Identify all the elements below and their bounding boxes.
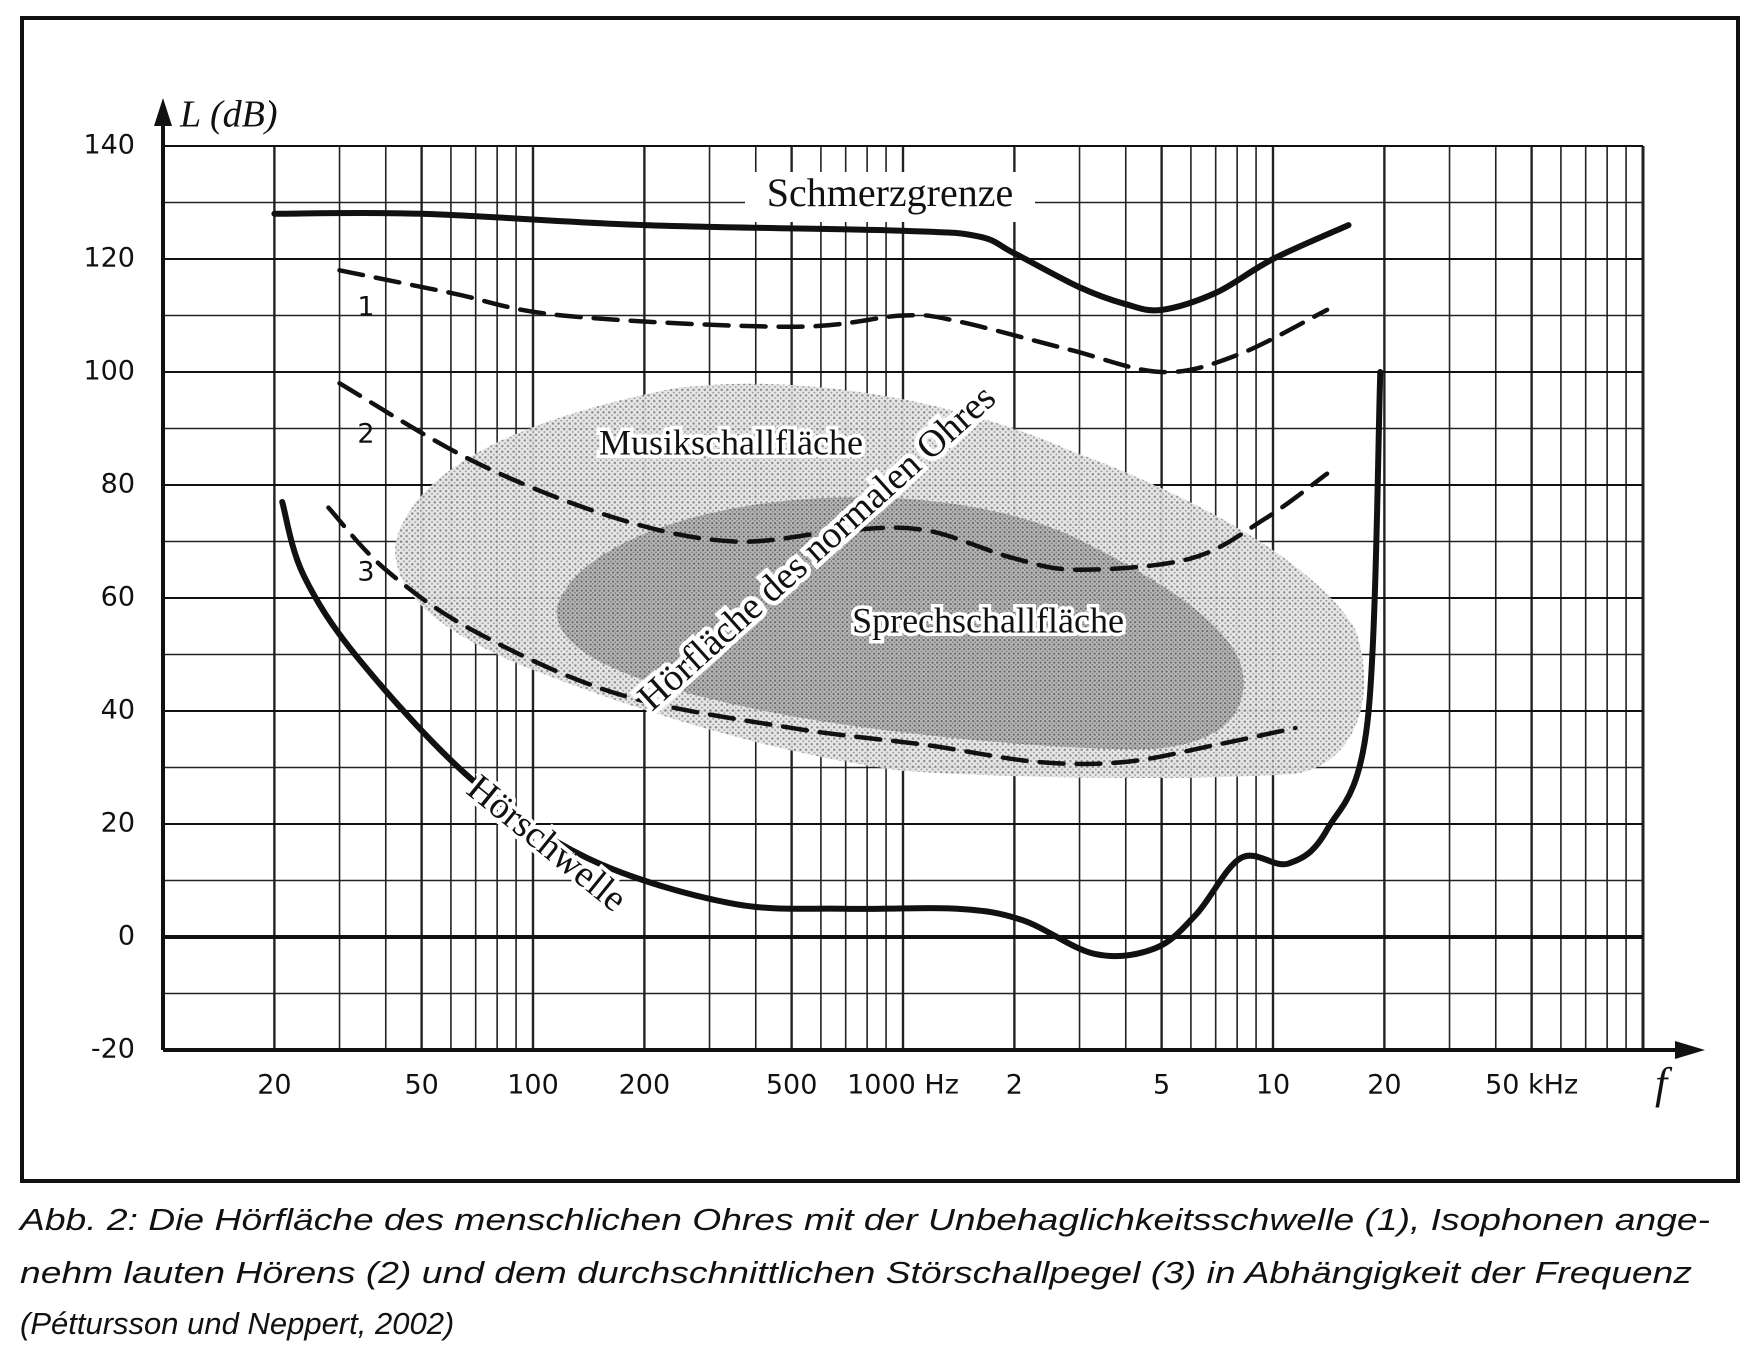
- annotation: Musikschallfläche: [599, 422, 863, 462]
- y-tick-label: 120: [83, 243, 135, 274]
- x-axis-arrow: [1675, 1041, 1705, 1059]
- y-tick-label: 140: [83, 130, 135, 161]
- series-line: [326, 505, 1298, 767]
- x-tick-label: 1000 Hz: [847, 1070, 959, 1101]
- y-axis-label: L (dB): [179, 94, 277, 136]
- series-line: [337, 268, 1330, 375]
- annotation: Sprechschallfläche: [852, 600, 1124, 640]
- series-line: [271, 209, 1352, 314]
- x-tick-label: 5: [1153, 1070, 1170, 1101]
- series-label: Schmerzgrenze: [767, 170, 1014, 215]
- x-tick-label: 200: [619, 1070, 671, 1101]
- label-bg: [745, 172, 1035, 222]
- x-tick-label: 500: [766, 1070, 818, 1101]
- caption: nehm lauten Hörens (2) und dem durchschn…: [20, 1255, 1693, 1290]
- x-tick-label: 20: [1367, 1070, 1401, 1101]
- y-tick-label: 20: [101, 808, 135, 839]
- y-tick-label: 80: [101, 469, 135, 500]
- x-tick-label: 100: [507, 1070, 559, 1101]
- y-tick-label: 100: [83, 356, 135, 387]
- series-line: [337, 381, 1330, 572]
- lines: [271, 209, 1384, 959]
- y-tick-label: 40: [101, 695, 135, 726]
- caption: Abb. 2: Die Hörfläche des menschlichen O…: [18, 1202, 1710, 1237]
- y-axis-arrow: [154, 98, 172, 126]
- axes: 20 50 100 200 500 1000 Hz 2 5 10 20 50 kHz -20 0 20 40…: [83, 98, 1705, 1101]
- x-tick-label: 20: [257, 1070, 291, 1101]
- series-label: 3: [357, 557, 374, 588]
- x-tick-label: 2: [1006, 1070, 1023, 1101]
- series-line: [279, 369, 1384, 959]
- x-tick-label: 50: [404, 1070, 438, 1101]
- speech-area: [556, 497, 1244, 750]
- x-tick-label: 10: [1256, 1070, 1290, 1101]
- y-tick-label: 0: [118, 921, 135, 952]
- x-tick-label: 50 kHz: [1485, 1070, 1578, 1101]
- y-tick-label: -20: [91, 1034, 135, 1065]
- series-label: 2: [357, 419, 374, 450]
- series-label: 1: [357, 292, 374, 323]
- areas: [395, 383, 1365, 778]
- y-tick-label: 60: [101, 582, 135, 613]
- caption: (Péttursson und Neppert, 2002): [20, 1306, 454, 1341]
